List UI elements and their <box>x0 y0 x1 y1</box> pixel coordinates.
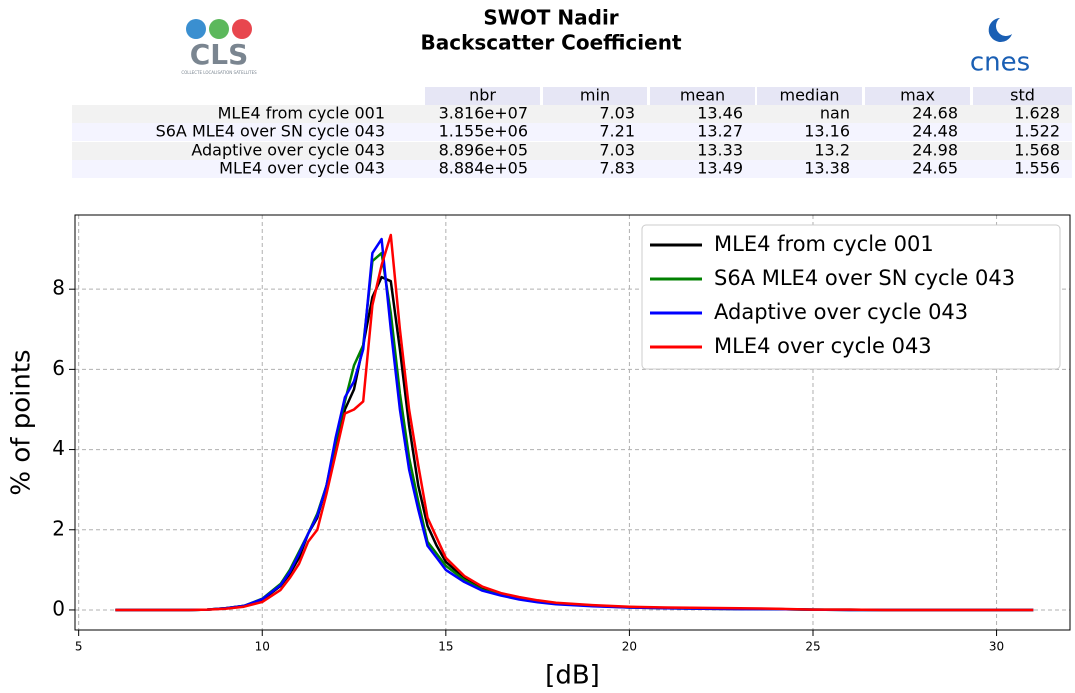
cell: 3.816e+07 <box>439 104 528 123</box>
logo-text: CLS <box>190 38 249 71</box>
column-header: std <box>1010 86 1035 105</box>
y-tick-label: 4 <box>52 436 65 460</box>
row-label: MLE4 over cycle 043 <box>219 159 385 178</box>
cell: 24.98 <box>912 141 958 160</box>
row-bg <box>72 160 1072 178</box>
title: SWOT Nadir <box>483 6 618 30</box>
cell: nan <box>820 104 850 123</box>
y-tick-label: 0 <box>52 596 65 620</box>
row-bg <box>72 105 1072 123</box>
row-bg <box>72 123 1072 141</box>
logo-shape <box>988 18 1012 42</box>
cell: 1.522 <box>1014 122 1060 141</box>
cell: 13.2 <box>814 141 850 160</box>
y-tick-label: 2 <box>52 516 65 540</box>
legend-label: S6A MLE4 over SN cycle 043 <box>714 266 1015 290</box>
cell: 13.33 <box>697 141 743 160</box>
column-header: max <box>900 86 935 105</box>
chart: 0 2 4 6 8 5 10 15 20 25 30 [dB] % of points MLE4 from… <box>7 214 1071 691</box>
cell: 24.68 <box>912 104 958 123</box>
logo-circle <box>186 19 206 39</box>
plot-frame <box>74 214 1071 631</box>
row-bg <box>72 142 1072 160</box>
x-tick-label: 5 <box>75 640 83 654</box>
x-axis-label: [dB] <box>545 661 600 691</box>
header-cell <box>650 87 755 105</box>
legend-label: MLE4 from cycle 001 <box>714 232 934 256</box>
cell: 13.38 <box>804 159 850 178</box>
cell: 7.83 <box>599 159 635 178</box>
cell: 13.16 <box>804 122 850 141</box>
logo-circle <box>232 19 252 39</box>
column-header: nbr <box>469 86 496 105</box>
cnes-logo: cnes <box>970 18 1030 78</box>
header-cell <box>425 87 540 105</box>
stats-table: nbr min mean median max std MLE4 from cycle 00… <box>72 86 1072 178</box>
logo-circle <box>209 19 229 39</box>
x-tick-label: 15 <box>438 640 453 654</box>
header-cell <box>543 87 647 105</box>
cell: 13.27 <box>697 122 743 141</box>
cell: 24.48 <box>912 122 958 141</box>
cell: 1.568 <box>1014 141 1060 160</box>
y-tick-label: 6 <box>52 356 65 380</box>
cell: 7.03 <box>599 141 635 160</box>
legend-box <box>641 224 1061 370</box>
y-axis-label: % of points <box>7 349 37 495</box>
header-cell <box>757 87 862 105</box>
legend-label: MLE4 over cycle 043 <box>714 334 932 358</box>
data-line <box>115 233 1034 612</box>
x-tick-label: 20 <box>622 640 637 654</box>
column-header: min <box>580 86 610 105</box>
logo-text: cnes <box>970 48 1030 78</box>
y-tick-label: 8 <box>52 276 65 300</box>
cell: 8.896e+05 <box>439 141 528 160</box>
header-cell <box>865 87 970 105</box>
legend-label: Adaptive over cycle 043 <box>714 300 968 324</box>
x-tick-label: 30 <box>989 640 1004 654</box>
cell: 1.155e+06 <box>439 122 528 141</box>
column-header: mean <box>680 86 725 105</box>
title: Backscatter Coefficient <box>420 31 681 55</box>
column-header: median <box>780 86 840 105</box>
cell: 8.884e+05 <box>439 159 528 178</box>
cell: 1.556 <box>1014 159 1060 178</box>
x-tick-label: 25 <box>805 640 820 654</box>
cell: 13.49 <box>697 159 743 178</box>
logo-caption: COLLECTE LOCALISATION SATELLITES <box>181 70 257 75</box>
x-tick-label: 10 <box>255 640 270 654</box>
cell: 13.46 <box>697 104 743 123</box>
cell: 24.65 <box>912 159 958 178</box>
cell: 7.21 <box>599 122 635 141</box>
row-label: MLE4 from cycle 001 <box>218 104 385 123</box>
cell: 7.03 <box>599 104 635 123</box>
header-cell <box>973 87 1072 105</box>
row-label: Adaptive over cycle 043 <box>191 141 385 160</box>
row-label: S6A MLE4 over SN cycle 043 <box>156 122 385 141</box>
cls-logo: CLS COLLECTE LOCALISATION SATELLITES <box>181 19 257 75</box>
cell: 1.628 <box>1014 104 1060 123</box>
